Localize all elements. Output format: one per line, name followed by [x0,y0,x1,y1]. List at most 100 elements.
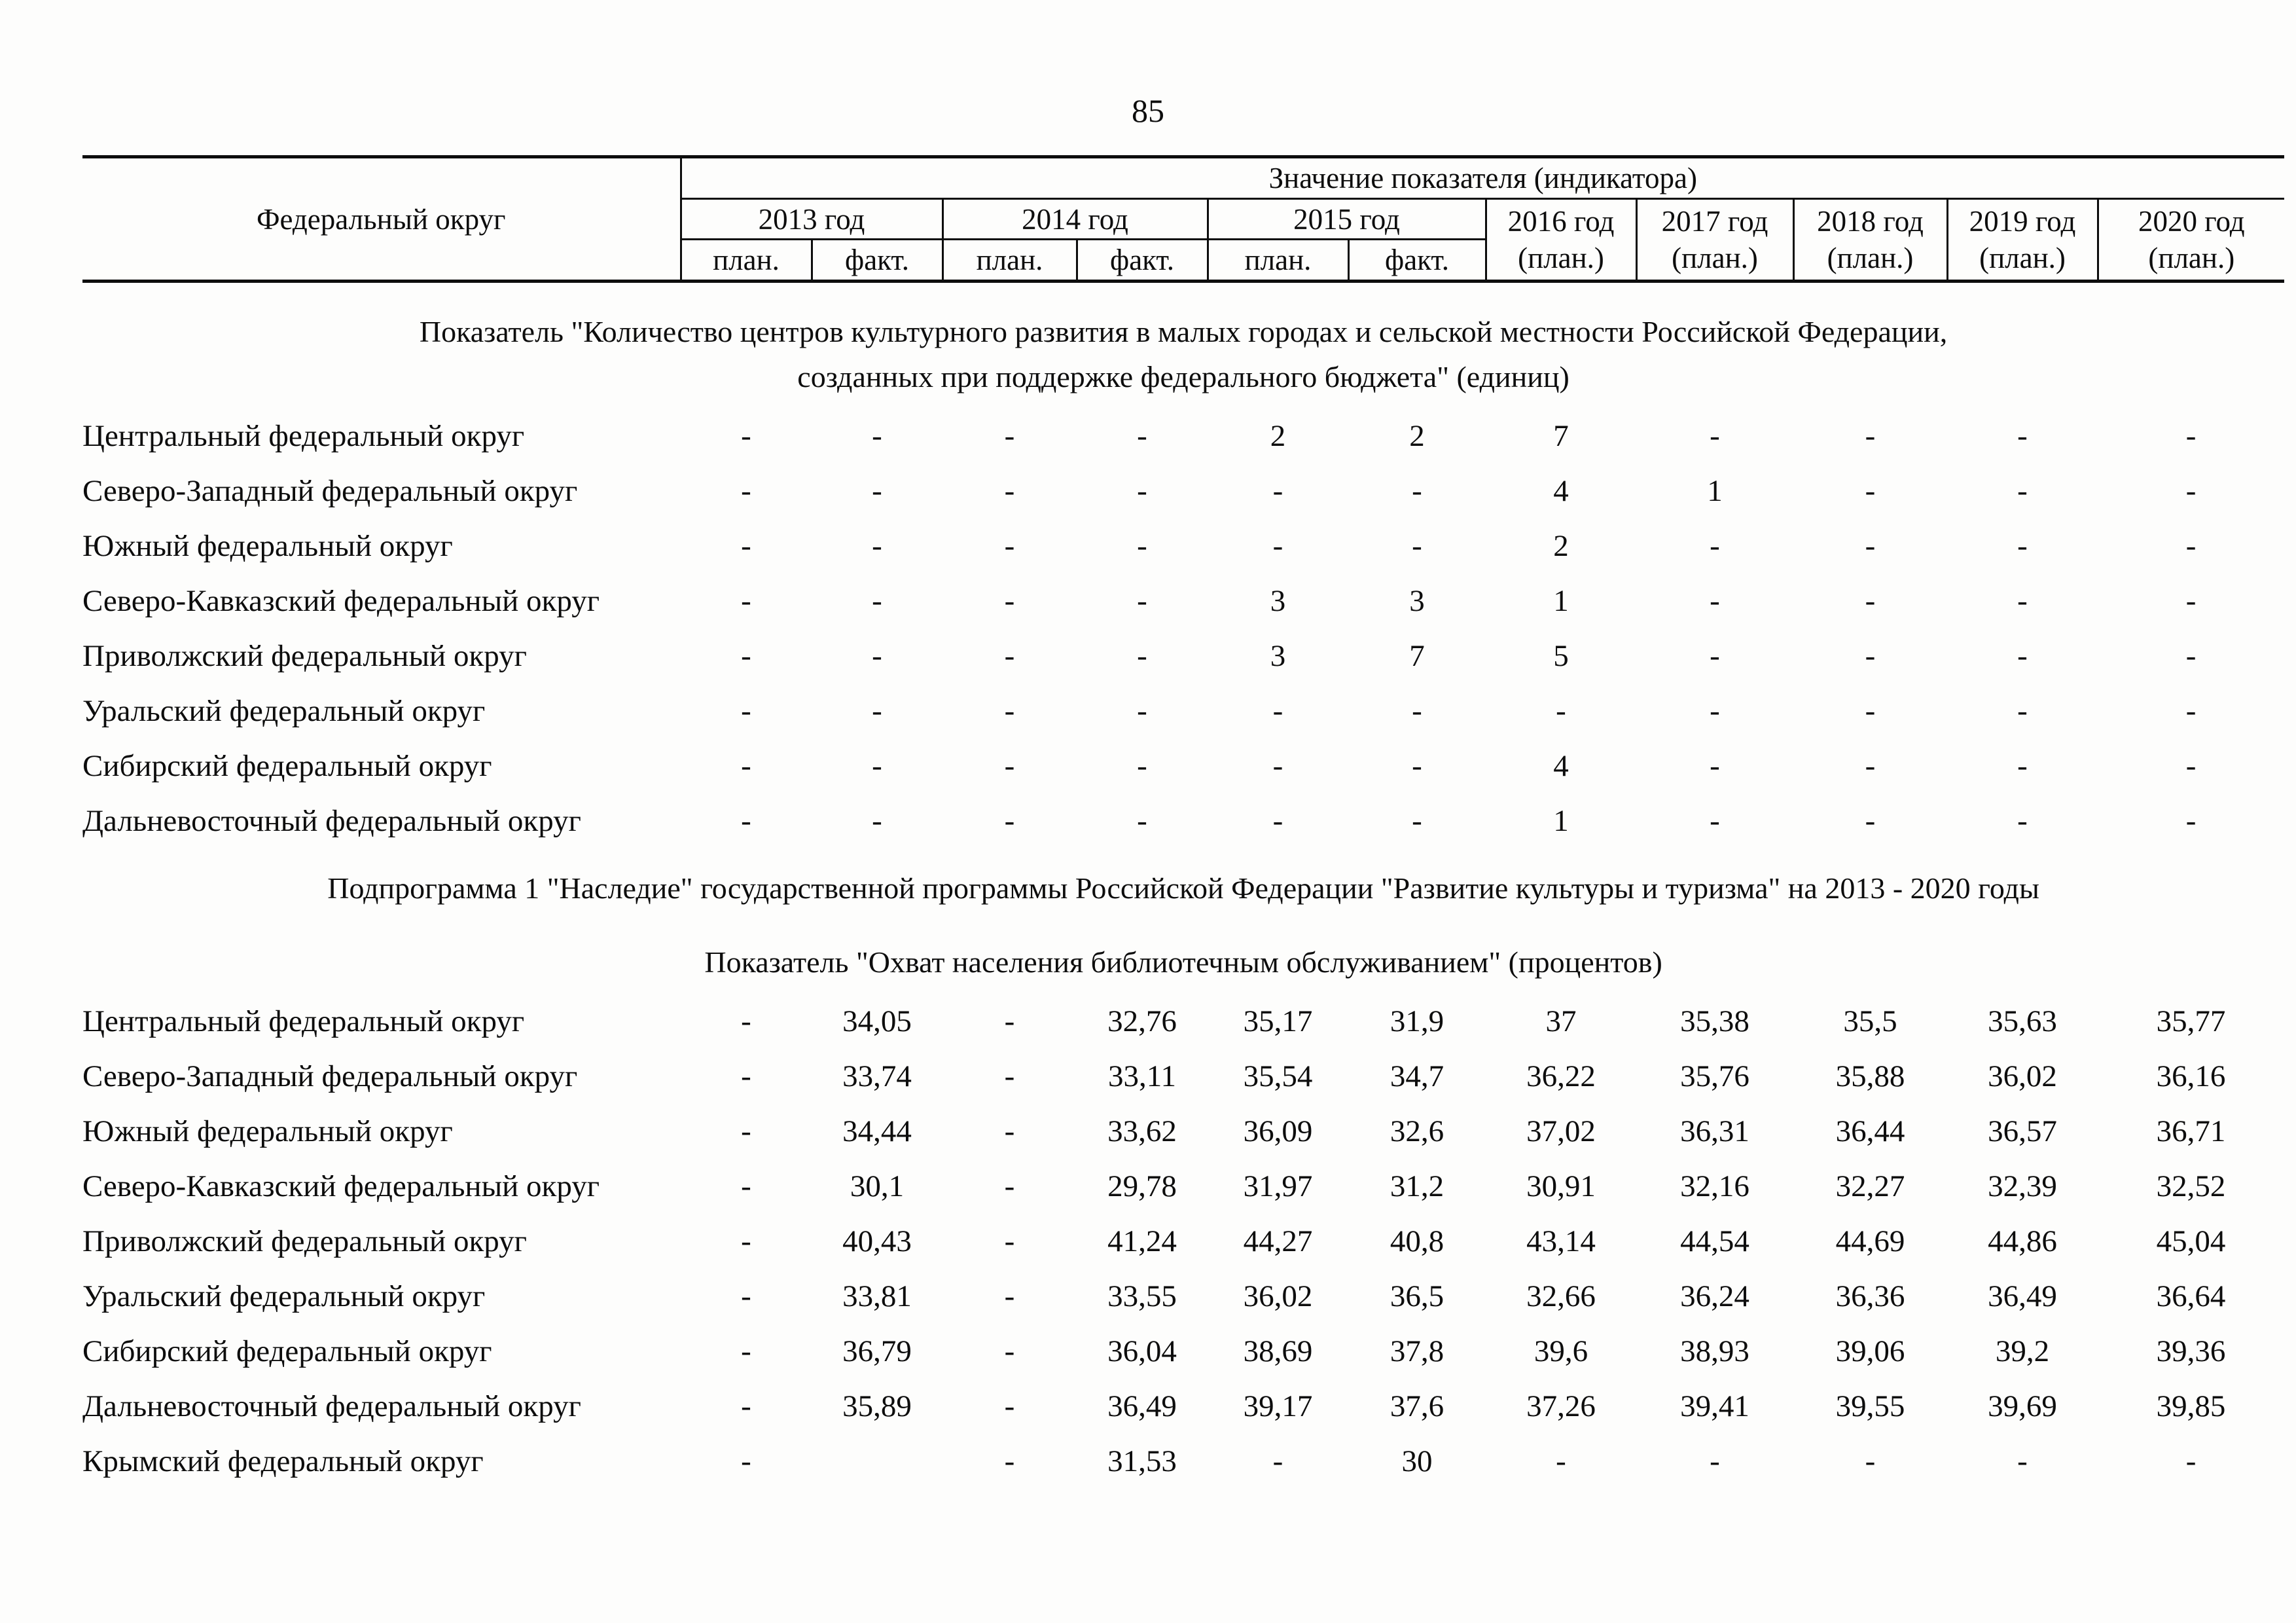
value-cell: - [741,804,751,838]
value-cell: 35,63 [1988,1004,2057,1038]
value-cell: 36,71 [2156,1114,2226,1148]
value-cell: - [1272,1444,1283,1478]
year-plan-note: (план.) [1979,242,2066,274]
value-cell: - [1710,804,1720,838]
district-label: Южный федеральный округ [82,1114,453,1148]
value-cell: - [2185,694,2197,728]
value-cell: 34,44 [842,1114,912,1148]
value-cell: - [872,584,882,618]
value-cell: 37,6 [1390,1389,1444,1423]
value-cell: - [1004,1279,1015,1313]
year-2018-header: 2018 год (план.) [1792,198,1947,283]
value-cell: - [741,1059,751,1093]
page-number: 85 [1132,92,1164,129]
plan-2014-header: план. [941,239,1077,283]
year-2020-header: 2020 год (план.) [2096,198,2285,283]
value-cell: - [741,1004,751,1038]
district-label: Северо-Западный федеральный округ [82,474,578,508]
value-cell: - [741,1224,751,1258]
value-cell: - [2017,529,2028,563]
value-cell: 7 [1553,419,1569,453]
value-cell: - [1004,804,1015,838]
federal-district-column-header: Федеральный округ [82,155,682,283]
value-cell: 32,52 [2156,1169,2226,1203]
year-label: 2017 год [1661,204,1768,238]
value-cell: - [872,694,882,728]
value-cell: - [2185,584,2197,618]
value-cell: 31,53 [1107,1444,1177,1478]
value-cell: 39,17 [1243,1389,1313,1423]
value-cell: - [2017,1444,2028,1478]
section-title-text: Показатель "Охват населения библиотечным… [82,913,2284,994]
value-cell: - [1272,474,1283,508]
value-cell: - [741,1279,751,1313]
table-row: Южный федеральный округ - - - - - - 2 - - - - [82,519,2284,574]
header-row-group: Федеральный округ Значение показателя (и… [82,155,2285,283]
value-cell: - [1004,474,1015,508]
value-cell: 35,17 [1243,1004,1313,1038]
value-cell: 1 [1553,584,1569,618]
value-cell: - [1710,749,1720,783]
value-cell: 31,2 [1390,1169,1444,1203]
value-cell: - [741,1389,751,1423]
value-cell: - [1710,529,1720,563]
value-cell: - [872,639,882,673]
plan-2015-header: план. [1206,239,1348,283]
value-cell: - [1272,529,1283,563]
value-cell: 36,44 [1835,1114,1905,1148]
value-cell: - [1004,1059,1015,1093]
value-cell: 33,62 [1107,1114,1177,1148]
value-cell: 44,86 [1988,1224,2057,1258]
table-row: Северо-Западный федеральный округ - 33,74 -… [82,1049,2284,1104]
value-cell: - [741,1444,751,1478]
district-label: Крымский федеральный округ [82,1444,484,1478]
value-cell: 33,55 [1107,1279,1177,1313]
value-cell: - [1710,1444,1720,1478]
plan-2013-header: план. [679,239,812,283]
district-label: Сибирский федеральный округ [82,749,492,783]
value-cell: 36,64 [2156,1279,2226,1313]
value-cell: - [1412,474,1422,508]
value-cell: - [1004,1224,1015,1258]
year-label: 2018 год [1817,204,1924,238]
header-row-years: 2013 год 2014 год 2015 год 2016 год (пла… [82,198,2285,283]
value-cell: 30,91 [1526,1169,1596,1203]
table-row: Уральский федеральный округ - 33,81 - 33,55 3… [82,1269,2284,1324]
value-cell [812,1434,942,1489]
value-cell: - [1137,639,1147,673]
value-cell: - [1137,474,1147,508]
value-cell: - [2185,749,2197,783]
value-cell: - [1865,419,1876,453]
section-title-text: Показатель "Количество центров культурно… [82,282,2284,409]
value-cell: - [741,1334,751,1368]
indicators-table: Федеральный округ Значение показателя (и… [82,155,2285,1489]
table-row: Южный федеральный округ - 34,44 - 33,62 36,09… [82,1104,2284,1159]
value-cell: 36,79 [842,1334,912,1368]
value-cell: 5 [1553,639,1569,673]
fact-2015-header: факт. [1347,239,1486,283]
value-cell: - [1004,419,1015,453]
value-cell: 33,74 [842,1059,912,1093]
value-cell: 36,09 [1243,1114,1313,1148]
value-cell: - [2185,419,2197,453]
value-cell: 3 [1409,584,1425,618]
value-cell: 29,78 [1107,1169,1177,1203]
district-label: Дальневосточный федеральный округ [82,1389,581,1423]
value-cell: 45,04 [2156,1224,2226,1258]
value-cell: 44,69 [1835,1224,1905,1258]
value-cell: 35,89 [842,1389,912,1423]
value-cell: 1 [1553,804,1569,838]
value-cell: 4 [1553,749,1569,783]
value-cell: - [741,529,751,563]
value-cell: 32,16 [1680,1169,1749,1203]
value-cell: 32,39 [1988,1169,2057,1203]
value-cell: 36,36 [1835,1279,1905,1313]
value-cell: - [1137,584,1147,618]
district-label: Уральский федеральный округ [82,1279,486,1313]
value-cell: - [741,474,751,508]
table-row: Дальневосточный федеральный округ - - - - - - 1… [82,793,2284,848]
district-label: Дальневосточный федеральный округ [82,804,581,838]
value-cell: - [2017,749,2028,783]
value-cell: 36,31 [1680,1114,1749,1148]
value-cell: - [1272,694,1283,728]
